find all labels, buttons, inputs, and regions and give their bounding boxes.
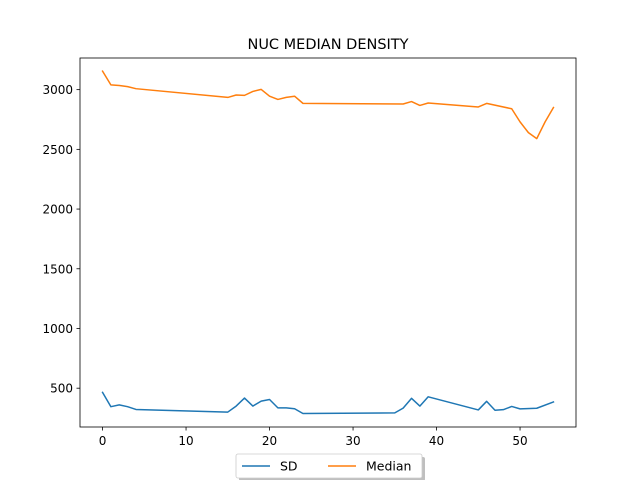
x-tick-label: 30 <box>345 434 360 448</box>
x-tick-label: 0 <box>99 434 107 448</box>
y-tick-label: 2500 <box>42 143 73 157</box>
x-tick-label: 20 <box>262 434 277 448</box>
axes: 0 10 20 30 40 50 500 1000 1500 2000 2500 3000 <box>42 57 577 448</box>
legend: SD Median <box>235 453 425 480</box>
y-tick-label: 1500 <box>42 262 73 276</box>
axes-frame <box>79 57 577 428</box>
y-tick-label: 3000 <box>42 83 73 97</box>
legend-label-median: Median <box>366 459 411 474</box>
legend-label-sd: SD <box>280 459 298 474</box>
x-tick-label: 10 <box>178 434 193 448</box>
chart-title: NUC MEDIAN DENSITY <box>247 37 408 53</box>
y-tick-label: 1000 <box>42 322 73 336</box>
series-line-sd <box>101 391 555 415</box>
x-tick-label: 50 <box>512 434 527 448</box>
plot-area <box>101 70 555 415</box>
y-tick-label: 500 <box>50 382 73 396</box>
x-tick-label: 40 <box>429 434 444 448</box>
series-line-median <box>101 70 555 140</box>
y-tick-label: 2000 <box>42 203 73 217</box>
